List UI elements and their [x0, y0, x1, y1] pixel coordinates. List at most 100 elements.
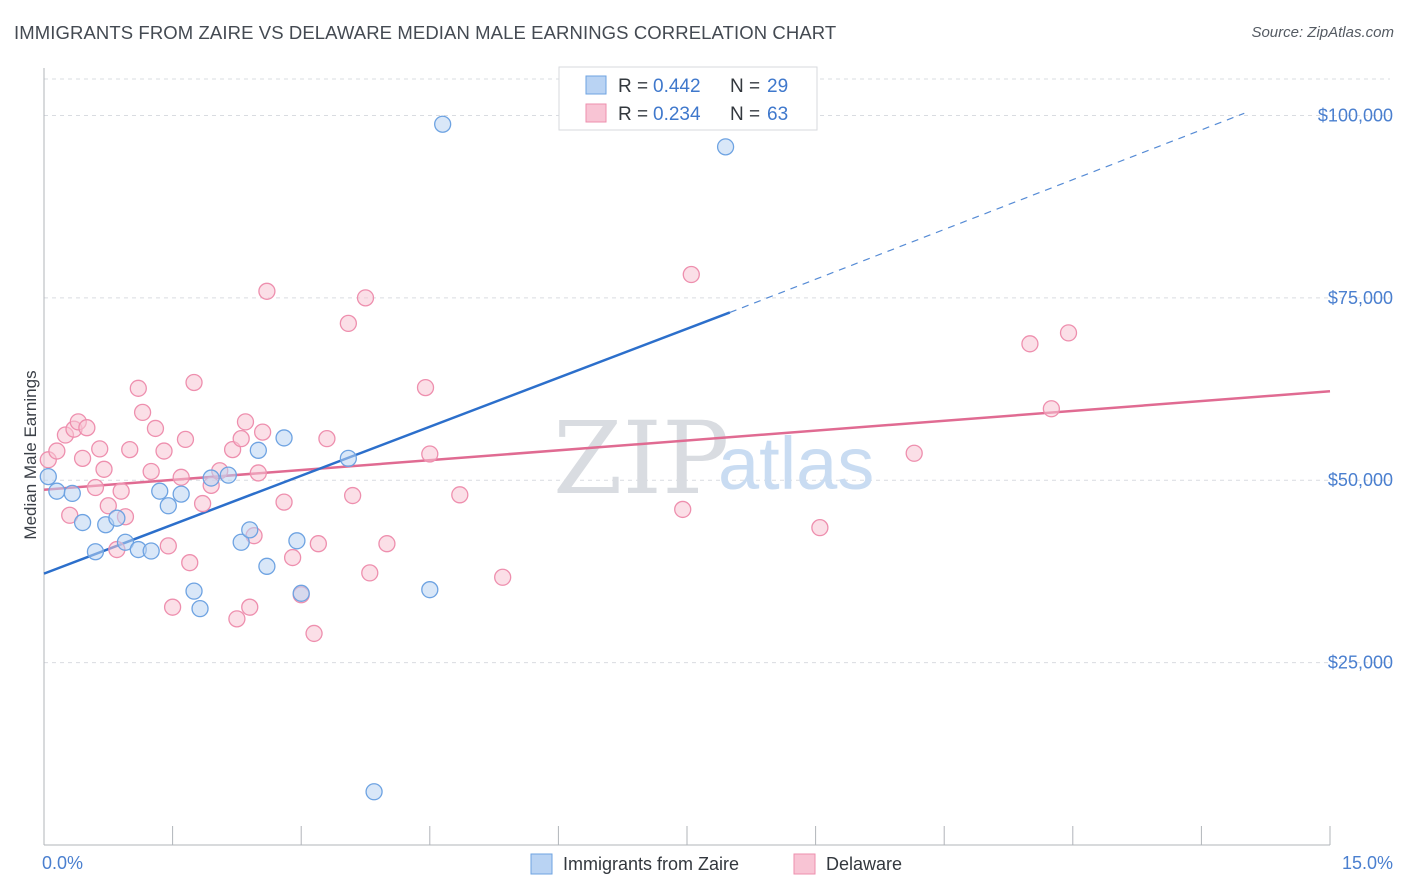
legend-r-value-1: 0.442: [653, 76, 701, 97]
y-tick-labels: $25,000 $50,000 $75,000 $100,000: [1318, 105, 1393, 672]
point-delaware-39: [275, 493, 293, 511]
point-delaware-47: [356, 289, 375, 307]
point-delaware-13: [112, 482, 130, 500]
watermark-atlas: atlas: [718, 422, 874, 505]
point-delaware-32: [232, 430, 250, 448]
point-delaware-24: [176, 430, 195, 449]
legend-correlation: R = 0.442 N = 29 R = 0.234 N = 63: [558, 66, 818, 131]
point-delaware-53: [494, 568, 512, 586]
legend-swatch-zaire: [585, 75, 607, 95]
point-delaware-34: [241, 598, 259, 616]
point-zaire-18: [241, 521, 259, 539]
y-tick-label-3: $100,000: [1318, 105, 1393, 125]
point-zaire-15: [202, 469, 220, 487]
point-delaware-11: [99, 497, 117, 515]
point-delaware-22: [163, 598, 182, 616]
legend-swatch-delaware: [585, 103, 607, 123]
point-delaware-38: [258, 282, 276, 300]
legend-n-label-1: N =: [730, 76, 760, 97]
point-zaire-24: [339, 449, 358, 468]
point-zaire-22: [288, 532, 306, 550]
point-delaware-43: [309, 535, 327, 553]
point-zaire-3: [73, 513, 92, 532]
point-delaware-49: [378, 535, 396, 553]
point-delaware-21: [159, 537, 177, 555]
watermark: ZIP atlas: [553, 400, 874, 517]
point-delaware-20: [155, 442, 173, 460]
y-tick-label-1: $50,000: [1328, 470, 1393, 490]
point-zaire-9: [142, 542, 160, 560]
point-zaire-1: [48, 482, 66, 500]
point-zaire-23: [292, 584, 310, 602]
point-delaware-9: [91, 440, 109, 458]
point-zaire-13: [185, 582, 203, 600]
point-delaware-31: [228, 610, 246, 628]
trend-line-zaire-extension: [729, 112, 1245, 314]
point-delaware-27: [193, 494, 212, 513]
point-delaware-3: [61, 506, 79, 524]
x-tick-labels: 0.0% 15.0%: [42, 853, 1393, 873]
point-delaware-15: [121, 440, 139, 459]
legend-n-label-2: N =: [730, 104, 760, 125]
x-tick-label-max: 15.0%: [1342, 853, 1393, 873]
source-label: Source: ZipAtlas.com: [1251, 24, 1394, 41]
point-delaware-6: [73, 449, 92, 468]
point-zaire-26: [421, 581, 439, 599]
point-delaware-40: [283, 548, 302, 567]
point-delaware-33: [236, 413, 255, 431]
point-zaire-17: [232, 533, 250, 551]
point-zaire-7: [116, 533, 135, 551]
point-zaire-6: [108, 509, 126, 527]
point-delaware-7: [78, 419, 96, 437]
point-delaware-56: [811, 519, 829, 537]
legend-r-value-2: 0.234: [653, 104, 701, 125]
y-tick-label-0: $25,000: [1328, 653, 1393, 673]
point-delaware-44: [318, 430, 336, 448]
point-zaire-16: [219, 466, 237, 484]
y-axis-label: Median Male Earnings: [21, 370, 40, 539]
point-zaire-25: [365, 783, 383, 801]
point-delaware-26: [185, 373, 203, 392]
point-delaware-58: [1021, 335, 1039, 353]
point-zaire-14: [191, 599, 209, 618]
point-zaire-20: [258, 557, 276, 575]
point-zaire-27: [434, 115, 452, 133]
point-delaware-42: [305, 624, 323, 643]
point-delaware-51: [421, 445, 439, 463]
point-delaware-19: [146, 419, 165, 438]
point-delaware-48: [361, 564, 379, 582]
point-delaware-59: [1042, 400, 1061, 418]
legend-n-value-1: 29: [767, 76, 788, 97]
point-delaware-54: [674, 500, 692, 519]
point-delaware-8: [86, 478, 105, 497]
bottom-legend-label-zaire: Immigrants from Zaire: [563, 854, 739, 874]
legend-n-value-2: 63: [767, 104, 788, 125]
point-delaware-10: [95, 460, 113, 478]
point-zaire-2: [63, 484, 81, 503]
point-delaware-16: [129, 379, 147, 397]
point-delaware-55: [682, 265, 700, 284]
point-zaire-4: [86, 543, 105, 561]
point-zaire-19: [249, 441, 267, 459]
point-zaire-21: [275, 429, 293, 447]
point-delaware-18: [142, 462, 160, 481]
point-zaire-0: [39, 467, 57, 486]
legend-r-label-2: R =: [618, 104, 648, 125]
y-tick-label-2: $75,000: [1328, 288, 1393, 308]
point-zaire-11: [159, 497, 177, 515]
point-delaware-23: [172, 468, 190, 486]
grid-lines: [44, 78, 1390, 664]
point-delaware-50: [416, 378, 435, 397]
point-zaire-12: [172, 485, 190, 503]
point-delaware-1: [48, 442, 66, 460]
bottom-legend-label-delaware: Delaware: [826, 854, 902, 874]
point-delaware-57: [905, 444, 923, 462]
point-delaware-45: [339, 314, 358, 333]
data-points: [39, 115, 1078, 801]
point-delaware-52: [451, 486, 469, 504]
point-zaire-10: [151, 482, 169, 500]
point-delaware-36: [249, 464, 267, 482]
point-zaire-28: [716, 138, 735, 156]
bottom-legend-swatch-zaire: [530, 853, 553, 875]
